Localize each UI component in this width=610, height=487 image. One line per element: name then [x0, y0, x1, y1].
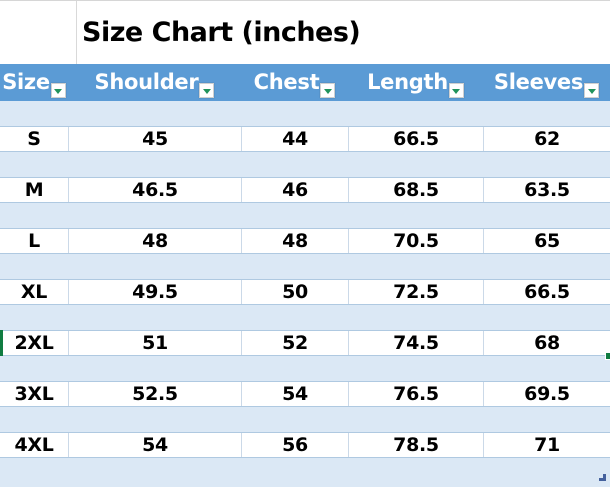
banded-spacer-row [0, 203, 610, 228]
table-body: S 45 44 66.5 62 M 46.5 46 68.5 63.5 L 48 48 70.5 65 XL 4… [0, 101, 610, 487]
value-cell[interactable]: 66.5 [483, 280, 610, 304]
banded-spacer-row [0, 101, 610, 126]
table-row-xl: XL 49.5 50 72.5 66.5 [0, 279, 610, 305]
value-cell[interactable]: 48 [241, 229, 348, 253]
column-header-label: Size [2, 70, 50, 94]
filter-button-length[interactable] [448, 83, 464, 98]
filter-dropdown-icon [587, 89, 596, 94]
table-row-s: S 45 44 66.5 62 [0, 126, 610, 152]
column-header-label: Chest [253, 70, 320, 94]
banded-spacer-row [0, 458, 610, 487]
value-cell[interactable]: 76.5 [348, 382, 483, 406]
size-cell[interactable]: XL [20, 281, 48, 303]
value-cell[interactable]: 49.5 [68, 280, 241, 304]
value-cell[interactable]: 48 [68, 229, 241, 253]
filter-dropdown-icon [452, 89, 461, 94]
value-cell[interactable]: 74.5 [348, 331, 483, 355]
banded-spacer-row [0, 407, 610, 432]
banded-spacer-row [0, 356, 610, 381]
value-cell[interactable]: 62 [483, 127, 610, 151]
column-gridline [76, 1, 77, 64]
size-cell[interactable]: 2XL [14, 332, 54, 354]
value-cell[interactable]: 44 [241, 127, 348, 151]
value-cell[interactable]: 52 [241, 331, 348, 355]
column-header-size[interactable]: Size [0, 64, 68, 101]
filter-button-size[interactable] [50, 83, 66, 98]
value-cell[interactable]: 65 [483, 229, 610, 253]
banded-spacer-row [0, 254, 610, 279]
value-cell[interactable]: 52.5 [68, 382, 241, 406]
filter-button-shoulder[interactable] [199, 83, 215, 98]
size-cell[interactable]: 4XL [14, 434, 54, 456]
size-cell[interactable]: 3XL [14, 383, 54, 405]
value-cell[interactable]: 69.5 [483, 382, 610, 406]
value-cell[interactable]: 68.5 [348, 178, 483, 202]
value-cell[interactable]: 72.5 [348, 280, 483, 304]
column-header-label: Shoulder [94, 70, 199, 94]
selection-fill-handle[interactable] [605, 352, 610, 360]
value-cell[interactable]: 46 [241, 178, 348, 202]
table-row-3xl: 3XL 52.5 54 76.5 69.5 [0, 381, 610, 407]
value-cell[interactable]: 51 [68, 331, 241, 355]
filter-button-sleeves[interactable] [584, 83, 600, 98]
filter-dropdown-icon [323, 89, 332, 94]
filter-dropdown-icon [54, 89, 63, 94]
value-cell[interactable]: 45 [68, 127, 241, 151]
value-cell[interactable]: 46.5 [68, 178, 241, 202]
value-cell[interactable]: 50 [241, 280, 348, 304]
value-cell[interactable]: 70.5 [348, 229, 483, 253]
value-cell[interactable]: 54 [241, 382, 348, 406]
column-header-chest[interactable]: Chest [241, 64, 348, 101]
table-row-m: M 46.5 46 68.5 63.5 [0, 177, 610, 203]
column-header-sleeves[interactable]: Sleeves [483, 64, 610, 101]
size-cell[interactable]: M [24, 179, 44, 201]
size-cell[interactable]: S [27, 128, 41, 150]
column-header-label: Length [367, 70, 448, 94]
page-title: Size Chart (inches) [82, 17, 361, 48]
value-cell[interactable]: 56 [241, 433, 348, 457]
filter-button-chest[interactable] [320, 83, 336, 98]
value-cell[interactable]: 68 [483, 331, 610, 355]
selection-border-left [0, 330, 3, 356]
value-cell[interactable]: 54 [68, 433, 241, 457]
table-header-row: Size Shoulder Chest Length Sleeves [0, 64, 610, 101]
banded-spacer-row [0, 152, 610, 177]
table-row-4xl: 4XL 54 56 78.5 71 [0, 432, 610, 458]
banded-spacer-row [0, 305, 610, 330]
table-row-2xl: 2XL 51 52 74.5 68 [0, 330, 610, 360]
value-cell[interactable]: 71 [483, 433, 610, 457]
column-header-length[interactable]: Length [348, 64, 483, 101]
column-header-label: Sleeves [493, 70, 584, 94]
table-resize-handle[interactable] [599, 474, 606, 481]
title-row: Size Chart (inches) [0, 0, 610, 64]
value-cell[interactable]: 63.5 [483, 178, 610, 202]
filter-dropdown-icon [202, 89, 211, 94]
value-cell[interactable]: 66.5 [348, 127, 483, 151]
size-cell[interactable]: L [28, 230, 40, 252]
value-cell[interactable]: 78.5 [348, 433, 483, 457]
column-header-shoulder[interactable]: Shoulder [68, 64, 241, 101]
table-row-l: L 48 48 70.5 65 [0, 228, 610, 254]
